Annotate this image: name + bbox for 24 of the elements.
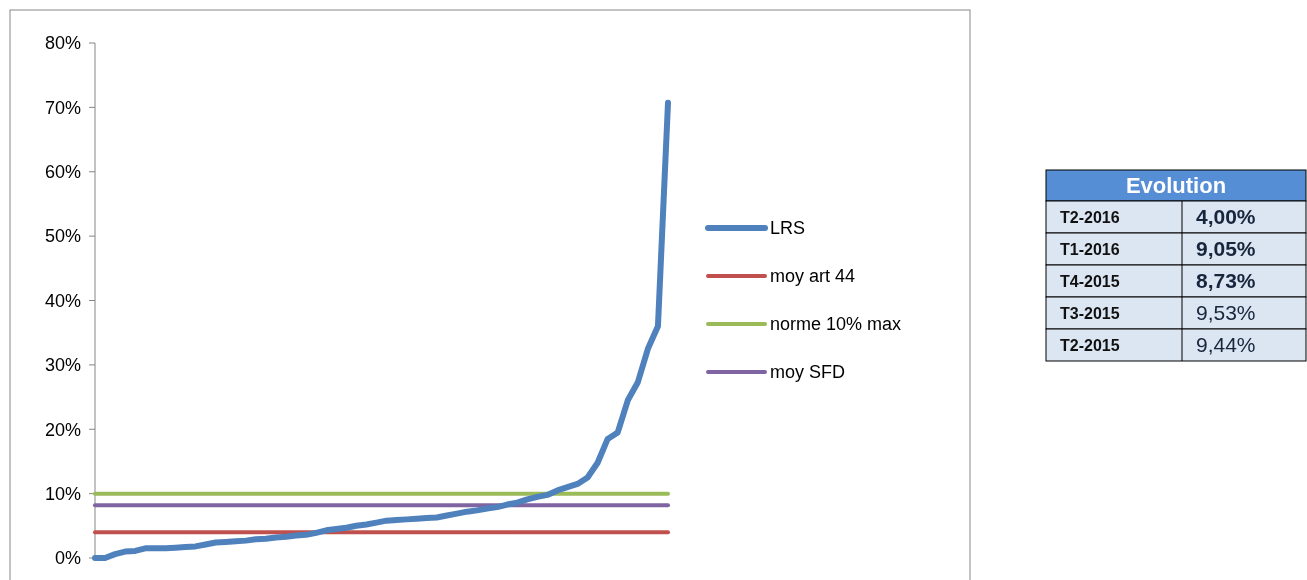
y-tick-label: 40% [44, 290, 81, 311]
legend-label: moy art 44 [770, 266, 856, 287]
y-tick-label: 10% [44, 483, 81, 504]
text: T4-2015 [1060, 272, 1120, 290]
text: 9,53% [1196, 301, 1256, 325]
text: T3-2015 [1060, 304, 1120, 322]
y-tick-label: 20% [44, 419, 81, 440]
text: T1-2016 [1060, 240, 1120, 258]
legend-label: LRS [770, 218, 806, 239]
text: T2-2015 [1060, 336, 1120, 354]
y-tick-label: 50% [44, 226, 81, 247]
y-tick-label: 60% [44, 162, 81, 183]
y-tick-label: 0% [54, 548, 81, 569]
text: 4,00% [1196, 205, 1256, 229]
text: T2-2016 [1060, 208, 1120, 226]
legend-label: norme 10% max [770, 314, 902, 335]
text: Evolution [1125, 173, 1227, 199]
y-tick-label: 30% [44, 355, 81, 376]
text: 9,44% [1196, 333, 1256, 357]
text: 8,73% [1196, 269, 1256, 293]
legend-label: moy SFD [770, 362, 846, 383]
y-tick-label: 80% [44, 33, 81, 54]
y-tick-label: 70% [44, 97, 81, 118]
text: 9,05% [1196, 237, 1256, 261]
